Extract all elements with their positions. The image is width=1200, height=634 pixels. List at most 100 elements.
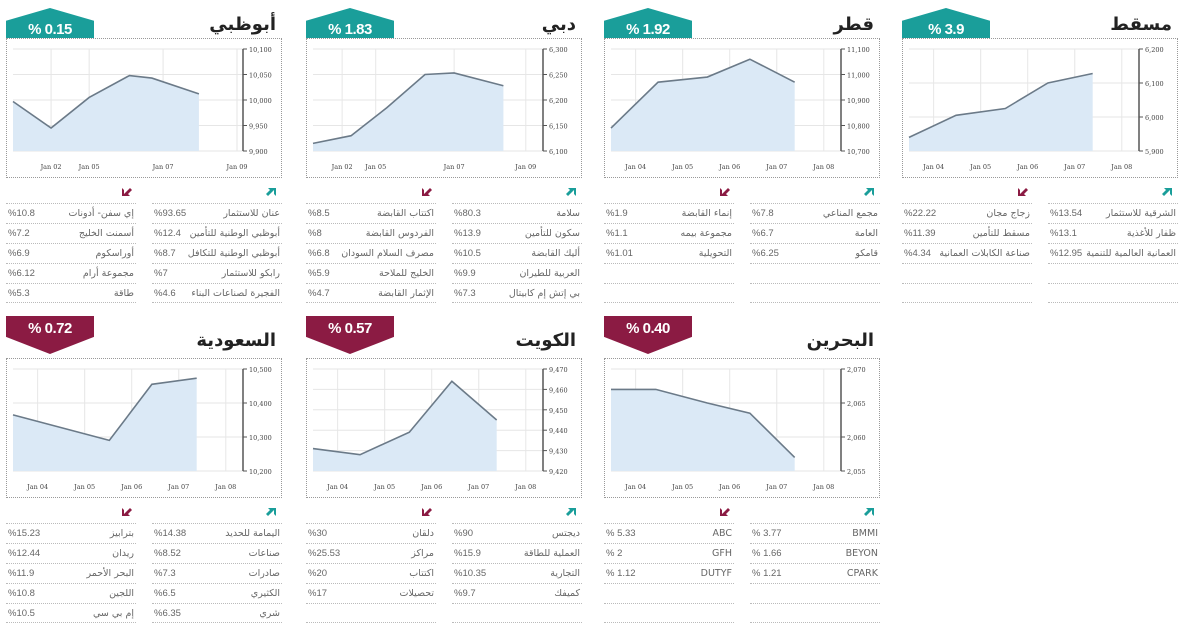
x-tick-label: Jan 05 <box>73 483 95 491</box>
change-percent: %6.7 <box>752 228 774 239</box>
y-tick-label: 2,055 <box>847 468 866 476</box>
change-percent: %7.3 <box>454 287 476 299</box>
loser-row: %12.44 ريدان <box>6 543 136 563</box>
stock-name: أوراسكوم <box>95 248 134 259</box>
area-chart-svg: 6,300 6,250 6,200 6,150 6,100 Jan 02 Jan 05 Jan… <box>312 46 568 171</box>
loser-row <box>902 283 1032 303</box>
index-change-value: % 3.9 <box>928 20 964 38</box>
market-title: دبي <box>541 14 576 35</box>
stock-name: الفردوس القابضة <box>365 228 434 239</box>
stock-name: مجمع المناعي <box>822 208 878 219</box>
market-title: مسقط <box>1110 14 1172 35</box>
stock-name: مصرف السلام السودان <box>341 248 434 259</box>
market-title: قطر <box>833 14 874 35</box>
stock-name: DUTYF <box>700 568 732 579</box>
gainer-row: %7 رابكو للاستثمار <box>152 263 282 283</box>
loser-row <box>604 283 734 303</box>
loser-row: %4.7 الإثمار القابضة <box>306 283 436 303</box>
stock-name: مجموعة بيمه <box>680 228 733 239</box>
arrow-up-right-icon <box>1162 188 1172 196</box>
change-percent: %15.23 <box>8 528 41 539</box>
change-percent: %22.22 <box>904 208 937 219</box>
index-chart: 11,100 11,000 10,900 10,800 10,700 Jan 04 Jan … <box>604 38 880 178</box>
y-tick-label: 10,900 <box>847 97 870 105</box>
change-percent: % 3.77 <box>752 528 782 539</box>
panel-header: % 0.72 السعودية <box>0 316 282 354</box>
loser-row: % 5.33 ABC <box>604 523 734 543</box>
y-tick-label: 10,700 <box>847 148 870 156</box>
stock-name: تحصيلات <box>399 588 435 599</box>
gainer-row: %9.7 كميفك <box>452 583 582 603</box>
loser-row <box>604 583 734 603</box>
x-tick-label: Jan 06 <box>718 163 740 171</box>
x-tick-label: Jan 05 <box>671 483 693 491</box>
gainer-row: %15.9 العملية للطاقة <box>452 543 582 563</box>
y-tick-label: 9,900 <box>249 148 268 156</box>
x-tick-label: Jan 08 <box>514 483 536 491</box>
y-tick-label: 9,470 <box>549 366 568 374</box>
change-percent: %8 <box>308 228 322 239</box>
y-tick-label: 9,460 <box>549 386 568 394</box>
stock-name: أسمنت الخليج <box>78 228 134 239</box>
y-tick-label: 2,060 <box>847 434 866 442</box>
x-tick-label: Jan 07 <box>765 483 787 491</box>
index-line <box>610 58 796 129</box>
change-percent: %4.7 <box>308 287 330 299</box>
x-tick-label: Jan 06 <box>420 483 442 491</box>
arrow-up-right-icon <box>566 508 576 516</box>
index-change-value: % 0.15 <box>28 20 72 38</box>
loser-row: %8.5 اكتتاب القابضة <box>306 203 436 223</box>
change-percent: %11.9 <box>8 568 35 579</box>
stock-name: اليمامة للحديد <box>225 528 280 539</box>
y-tick-label: 6,100 <box>549 148 568 156</box>
change-percent: %10.8 <box>8 588 35 599</box>
market-panel-muscat: % 3.9 مسقط 6,200 6,100 6,000 5,900 Jan 04 Jan… <box>896 8 1178 306</box>
loser-row: %8 الفردوس القابضة <box>306 223 436 243</box>
change-percent: %1.9 <box>606 208 628 219</box>
index-line <box>611 388 796 458</box>
x-tick-label: Jan 05 <box>969 163 991 171</box>
stock-name: بترابيز <box>109 528 134 539</box>
area-fill <box>13 75 199 151</box>
index-change-badge: % 0.15 <box>6 8 94 40</box>
arrow-down-left-icon <box>122 508 132 516</box>
y-tick-label: 6,300 <box>549 46 568 54</box>
panel-header: % 3.9 مسقط <box>896 8 1178 40</box>
stock-name: بي إتش إم كابيتال <box>508 287 580 299</box>
y-tick-label: 10,800 <box>847 123 870 131</box>
change-percent: %6.25 <box>752 248 779 259</box>
y-tick-label: 10,100 <box>249 46 272 54</box>
y-tick-label: 6,150 <box>549 123 568 131</box>
change-percent: %93.65 <box>154 208 187 219</box>
index-change-badge: % 0.57 <box>306 316 394 354</box>
index-change-value: % 0.57 <box>328 319 372 337</box>
arrow-down-left-icon <box>720 508 730 516</box>
index-chart: 10,100 10,050 10,000 9,950 9,900 Jan 02 Jan 05… <box>6 38 282 178</box>
arrow-down-left-icon <box>122 188 132 196</box>
loser-row <box>604 603 734 623</box>
stock-name: شري <box>259 607 280 619</box>
loser-row: %11.39 مسقط للتأمين <box>902 223 1032 243</box>
stock-name: العملية للطاقة <box>523 548 580 559</box>
stock-name: صادرات <box>248 568 280 579</box>
change-percent: %10.8 <box>8 208 35 219</box>
y-tick-label: 6,100 <box>1145 80 1164 88</box>
x-tick-label: Jan 04 <box>624 483 646 491</box>
loser-row: %4.34 صناعة الكابلات العمانية <box>902 243 1032 263</box>
panel-header: % 0.57 الكويت <box>300 316 582 354</box>
x-tick-label: Jan 08 <box>812 483 834 491</box>
stock-name: GFH <box>712 548 732 559</box>
y-tick-label: 5,900 <box>1145 148 1164 156</box>
stock-name: إي سفن- أدونات <box>68 208 134 219</box>
area-fill <box>611 59 795 152</box>
area-chart-svg: 6,200 6,100 6,000 5,900 Jan 04 Jan 05 Jan 06 Ja… <box>908 46 1164 171</box>
change-percent: %12.44 <box>8 548 41 559</box>
stock-name: مجموعة أرام <box>82 268 134 279</box>
arrow-up-right-icon <box>266 508 276 516</box>
x-tick-label: Jan 04 <box>26 483 48 491</box>
stock-name: التجارية <box>550 568 580 579</box>
gainer-row: %12.95 العمانية العالمية للتنمية <box>1048 243 1178 263</box>
y-tick-label: 11,000 <box>847 72 870 80</box>
loser-row: %7.2 أسمنت الخليج <box>6 223 136 243</box>
change-percent: %80.3 <box>454 208 481 219</box>
